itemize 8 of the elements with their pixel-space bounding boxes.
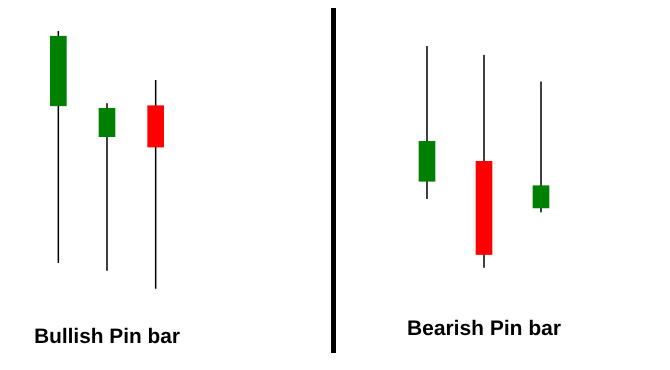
candlestick bbox=[50, 30, 67, 264]
candlestick bbox=[476, 54, 492, 269]
candlestick bbox=[98, 102, 116, 272]
candlestick bbox=[418, 45, 436, 200]
text: Bearish Pin bar bbox=[406, 317, 562, 340]
candlestick bbox=[532, 80, 550, 214]
candlestick bbox=[147, 79, 164, 290]
text: Bullish Pin bar bbox=[34, 325, 180, 348]
